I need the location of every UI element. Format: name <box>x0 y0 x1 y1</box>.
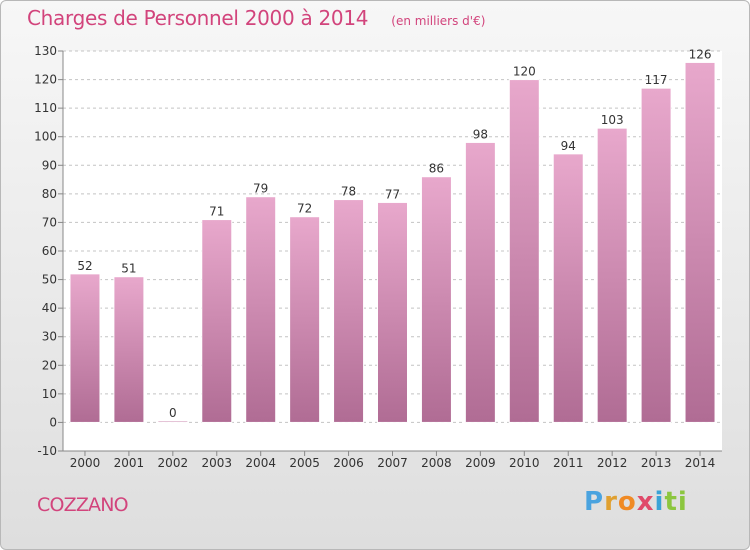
bar <box>333 199 365 423</box>
brand-logo: Proxiti <box>584 487 688 517</box>
chart-title: Charges de Personnel 2000 à 2014 <box>27 6 369 30</box>
x-tick-label: 2013 <box>641 456 672 470</box>
value-label: 98 <box>473 127 488 141</box>
x-tick-label: 2003 <box>201 456 232 470</box>
y-tick-label: 50 <box>42 273 57 287</box>
y-tick-label: 100 <box>34 130 57 144</box>
value-label: 86 <box>429 162 444 176</box>
brand-logo-letter: P <box>584 487 605 517</box>
y-tick-label: 10 <box>42 387 57 401</box>
bar <box>464 141 496 423</box>
value-label: 120 <box>513 65 536 79</box>
x-tick-label: 2001 <box>114 456 145 470</box>
bar <box>113 276 145 423</box>
x-tick-label: 2006 <box>333 456 364 470</box>
bar <box>596 127 628 423</box>
brand-logo-letter: x <box>636 487 655 517</box>
x-tick-label: 2000 <box>70 456 101 470</box>
bar <box>157 420 189 423</box>
bar <box>289 216 321 423</box>
x-tick-label: 2007 <box>377 456 408 470</box>
bar <box>377 201 408 423</box>
value-label: 103 <box>601 113 624 127</box>
bar <box>640 87 672 423</box>
x-tick-label: 2010 <box>509 456 540 470</box>
bar <box>420 176 452 423</box>
x-tick-label: 2005 <box>289 456 320 470</box>
brand-logo-letter: o <box>617 487 637 517</box>
y-tick-label: 130 <box>34 44 57 58</box>
bar <box>245 196 277 423</box>
value-label: 0 <box>169 406 177 420</box>
x-tick-label: 2004 <box>245 456 276 470</box>
value-label: 78 <box>341 185 356 199</box>
y-tick-label: 60 <box>42 244 57 258</box>
x-tick-label: 2012 <box>597 456 628 470</box>
y-tick-label: 0 <box>49 415 57 429</box>
value-label: 52 <box>77 259 92 273</box>
y-tick-label: 20 <box>42 358 57 372</box>
value-label: 79 <box>253 182 268 196</box>
y-tick-label: 70 <box>42 215 57 229</box>
brand-logo-letter: t <box>664 487 678 517</box>
x-tick-label: 2009 <box>465 456 496 470</box>
bar <box>552 153 584 423</box>
value-label: 117 <box>645 73 668 87</box>
bar <box>684 61 716 423</box>
y-tick-label: 40 <box>42 301 57 315</box>
x-tick-label: 2011 <box>553 456 584 470</box>
value-label: 72 <box>297 202 312 216</box>
brand-logo-letter: r <box>604 487 618 517</box>
y-tick-label: 120 <box>34 73 57 87</box>
y-tick-label: -10 <box>37 444 57 458</box>
brand-logo-letter: i <box>654 487 665 517</box>
value-label: 51 <box>121 262 136 276</box>
x-tick-label: 2014 <box>685 456 716 470</box>
value-label: 126 <box>689 47 712 61</box>
y-tick-label: 80 <box>42 187 57 201</box>
value-label: 77 <box>385 187 400 201</box>
chart-subtitle: (en milliers d'€) <box>391 14 486 28</box>
title-row: Charges de Personnel 2000 à 2014 (en mil… <box>27 6 485 30</box>
x-tick-label: 2008 <box>421 456 452 470</box>
place-name: COZZANO <box>37 494 129 516</box>
bar <box>508 79 540 423</box>
y-tick-label: 30 <box>42 330 57 344</box>
bar <box>201 219 233 423</box>
x-tick-label: 2002 <box>158 456 189 470</box>
value-label: 71 <box>209 205 224 219</box>
value-label: 94 <box>561 139 576 153</box>
y-tick-label: 110 <box>34 101 57 115</box>
y-tick-label: 90 <box>42 158 57 172</box>
brand-logo-letter: i <box>677 487 688 517</box>
bar <box>69 273 101 423</box>
